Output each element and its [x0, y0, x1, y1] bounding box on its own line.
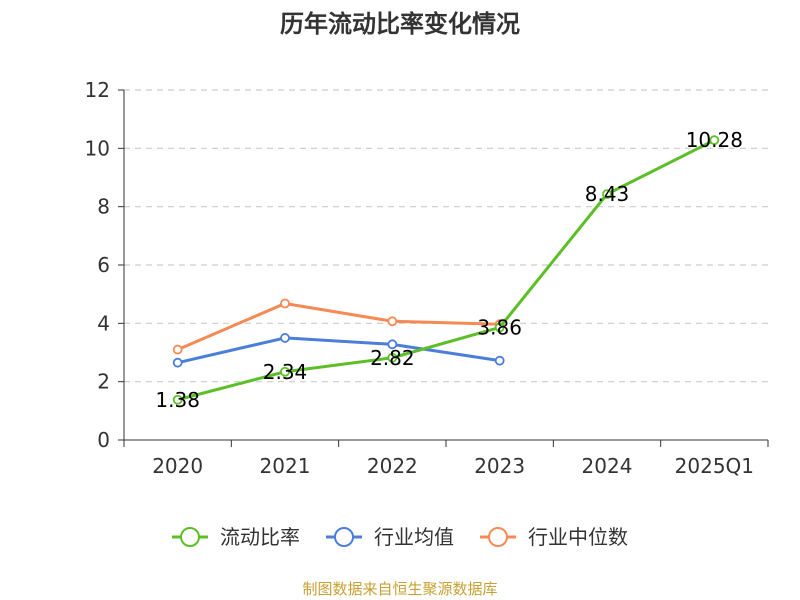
- x-tick-label: 2020: [152, 454, 203, 478]
- legend-label: 行业中位数: [528, 525, 628, 549]
- x-tick-label: 2022: [367, 454, 418, 478]
- series-line-2: [177, 302, 500, 351]
- legend-marker-icon: [180, 527, 200, 547]
- legend: 流动比率 行业均值 行业中位数: [172, 525, 628, 549]
- x-tick-label: 2025Q1: [675, 454, 754, 478]
- y-tick-label: 0: [97, 428, 110, 452]
- y-tick-label: 2: [97, 370, 110, 394]
- legend-marker-icon: [334, 527, 354, 547]
- data-point: [387, 316, 398, 327]
- data-point: [172, 394, 183, 405]
- data-label: 10.28: [686, 128, 743, 152]
- data-point: [709, 135, 720, 146]
- y-tick-label: 10: [85, 136, 110, 160]
- series-layer: [172, 135, 720, 405]
- data-point: [387, 352, 398, 363]
- y-tick-label: 4: [97, 311, 110, 335]
- series-line-0: [177, 138, 716, 402]
- data-point: [172, 344, 183, 355]
- data-label: 1.38: [155, 388, 200, 412]
- series-line-1: [177, 336, 500, 365]
- x-tick-label: 2024: [582, 454, 633, 478]
- legend-item-0[interactable]: 流动比率: [172, 525, 300, 549]
- data-label: 2.34: [263, 360, 308, 384]
- data-point: [280, 298, 290, 309]
- data-label: 8.43: [585, 182, 630, 206]
- y-tick-label: 6: [97, 253, 110, 277]
- data-point: [172, 357, 183, 368]
- data-point: [494, 355, 505, 366]
- data-point: [280, 333, 290, 343]
- legend-item-2[interactable]: 行业中位数: [480, 525, 628, 549]
- legend-marker-icon: [488, 527, 508, 547]
- data-point: [387, 339, 398, 350]
- data-point: [494, 322, 505, 333]
- y-tick-label: 12: [85, 78, 110, 102]
- x-tick-label: 2023: [474, 454, 525, 478]
- axes: 0 2 4 6 8 10 12 2020 2021 2022 2023 2024 2025Q1: [85, 78, 769, 478]
- y-tick-label: 8: [97, 195, 110, 219]
- data-point: [280, 366, 290, 377]
- legend-item-1[interactable]: 行业均值: [326, 525, 454, 549]
- grid-lines: [124, 89, 768, 383]
- legend-label: 行业均值: [374, 525, 454, 549]
- x-tick-label: 2021: [260, 454, 311, 478]
- source-note: 制图数据来自恒生聚源数据库: [302, 580, 498, 598]
- chart-title: 历年流动比率变化情况: [280, 10, 520, 38]
- data-point: [602, 189, 612, 200]
- data-label: 3.86: [477, 315, 522, 339]
- legend-label: 流动比率: [220, 525, 300, 549]
- data-labels: 1.38 2.34 2.82 3.86 8.43 10.28: [155, 128, 743, 412]
- data-label: 2.82: [370, 346, 415, 370]
